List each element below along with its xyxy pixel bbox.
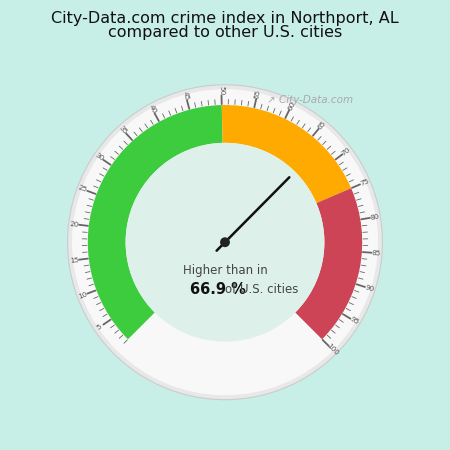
Text: ↗ City-Data.com: ↗ City-Data.com — [267, 95, 353, 105]
Wedge shape — [88, 105, 223, 339]
Text: 30: 30 — [94, 152, 105, 162]
Circle shape — [68, 85, 382, 400]
Text: 65: 65 — [316, 120, 327, 131]
Text: 10: 10 — [77, 291, 88, 300]
Wedge shape — [222, 105, 351, 203]
Text: 66.9 %: 66.9 % — [190, 282, 246, 297]
Text: 45: 45 — [182, 90, 190, 101]
Text: 50: 50 — [218, 86, 225, 95]
Circle shape — [220, 237, 230, 247]
Text: 40: 40 — [148, 104, 157, 115]
Text: compared to other U.S. cities: compared to other U.S. cities — [108, 25, 342, 40]
Circle shape — [126, 143, 324, 342]
Text: 35: 35 — [117, 125, 128, 135]
Text: 60: 60 — [287, 100, 296, 111]
Text: 100: 100 — [325, 342, 339, 356]
Circle shape — [72, 89, 378, 395]
Text: 85: 85 — [371, 250, 381, 256]
Wedge shape — [295, 188, 362, 339]
Text: 20: 20 — [69, 220, 79, 228]
Text: of U.S. cities: of U.S. cities — [225, 283, 299, 296]
Text: 90: 90 — [364, 284, 375, 292]
Text: 55: 55 — [253, 89, 261, 99]
Text: 5: 5 — [96, 324, 103, 331]
Text: 15: 15 — [69, 256, 79, 264]
Text: 95: 95 — [349, 316, 360, 326]
Text: 70: 70 — [341, 146, 352, 157]
Text: 75: 75 — [359, 178, 370, 187]
Text: 25: 25 — [77, 185, 88, 194]
Text: City-Data.com crime index in Northport, AL: City-Data.com crime index in Northport, … — [51, 11, 399, 26]
Text: Higher than in: Higher than in — [183, 264, 267, 277]
Text: 80: 80 — [369, 213, 380, 221]
